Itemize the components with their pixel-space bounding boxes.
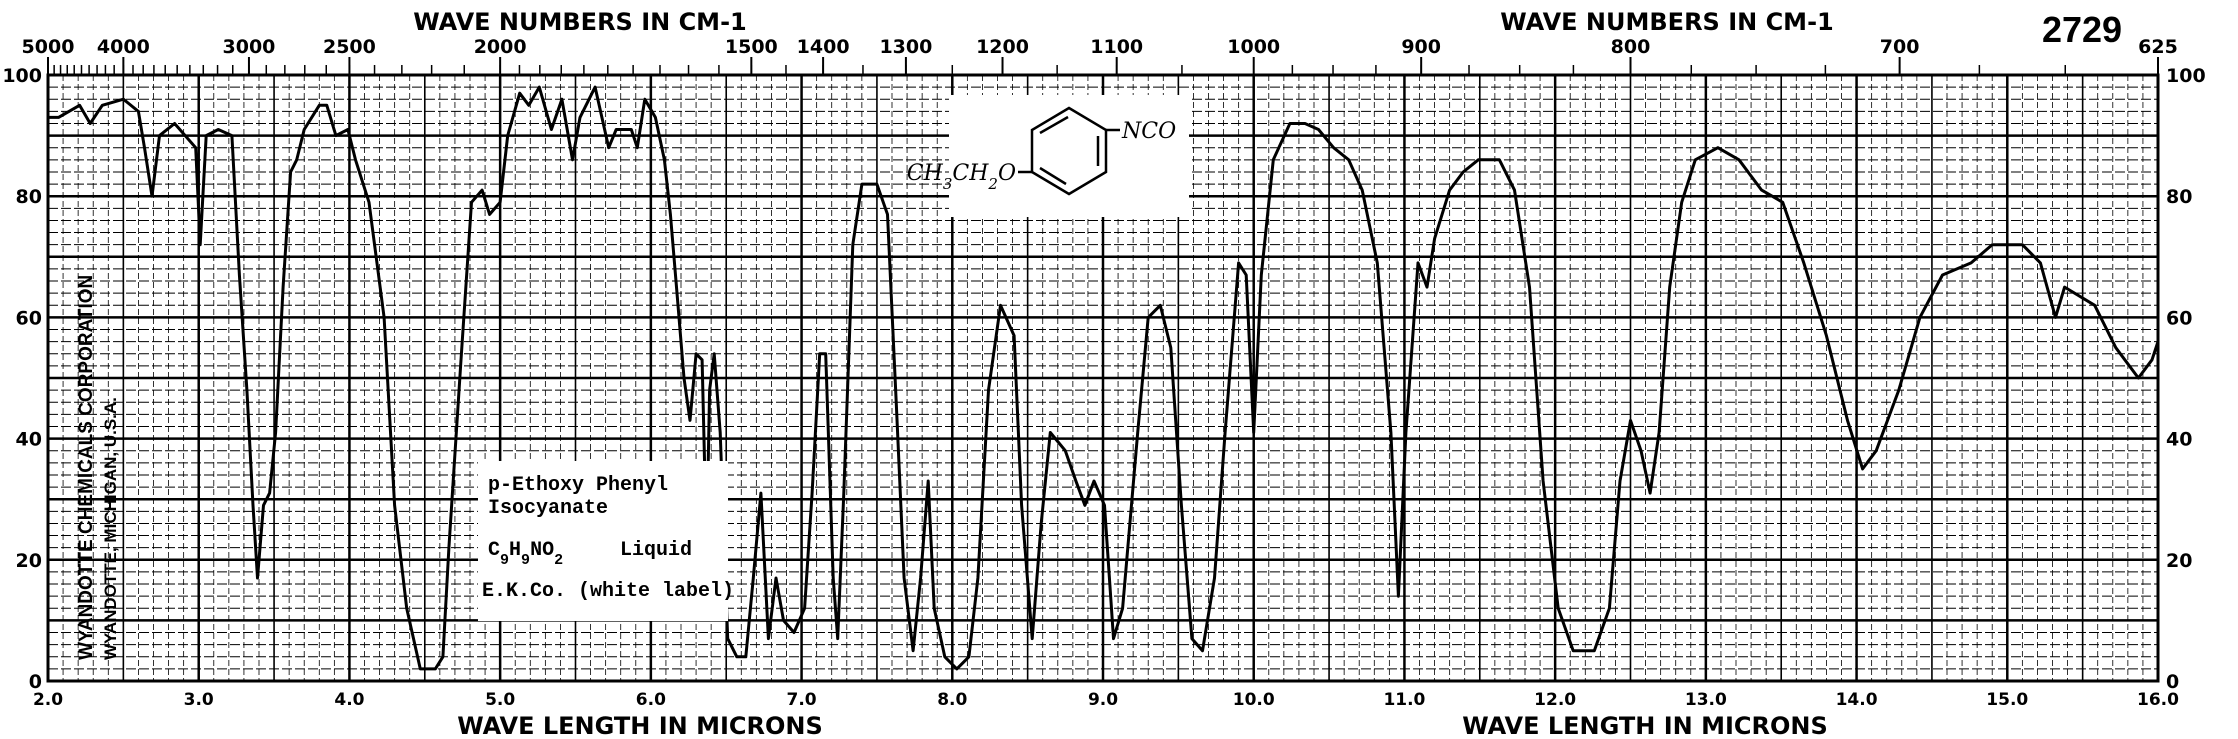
- top-tick-label: 1300: [879, 36, 932, 58]
- bottom-axis-label-left: WAVE LENGTH IN MICRONS: [457, 712, 823, 739]
- y-tick-label-right: 60: [2166, 307, 2192, 329]
- x-tick-label: 15.0: [1986, 690, 2028, 710]
- top-tick-label: 1000: [1227, 36, 1280, 58]
- chemical-structure: NCO CH3CH2O: [907, 95, 1189, 217]
- x-tick-label: 7.0: [787, 690, 817, 710]
- spectrum-line: [48, 85, 2160, 671]
- y-tick-label-left: 40: [16, 429, 42, 451]
- x-tick-label: 4.0: [334, 690, 364, 710]
- x-tick-label: 2.0: [33, 690, 63, 710]
- top-axis-label-right: WAVE NUMBERS IN CM-1: [1500, 8, 1833, 36]
- x-tick-label: 8.0: [937, 690, 967, 710]
- top-tick-label: 4000: [97, 36, 150, 58]
- sample-source: E.K.Co. (white label): [482, 580, 734, 603]
- x-tick-label: 9.0: [1088, 690, 1118, 710]
- y-tick-label-left: 100: [2, 65, 42, 87]
- catalog-number: 2729: [2042, 9, 2122, 50]
- x-tick-label: 12.0: [1534, 690, 1576, 710]
- y-tick-label-right: 40: [2166, 429, 2192, 451]
- substituent-nco: NCO: [1121, 119, 1176, 144]
- top-tick-label: 700: [1880, 36, 1920, 58]
- x-tick-label: 6.0: [636, 690, 666, 710]
- top-tick-label: 1100: [1090, 36, 1143, 58]
- grid: [46, 73, 2160, 683]
- top-tick-label: 800: [1611, 36, 1651, 58]
- x-tick-label: 10.0: [1233, 690, 1275, 710]
- top-tick-label: 625: [2138, 36, 2178, 58]
- top-tick-label: 1500: [725, 36, 778, 58]
- y-tick-label-left: 60: [16, 307, 42, 329]
- stamp-line-1: WYANDOTTE CHEMICALS CORPORATION: [76, 275, 97, 660]
- top-tick-label: 3000: [223, 36, 276, 58]
- axis-ticks: 2.0 3.0 4.0 5.0 6.0 7.0 8.0 9.0 10.0 11.0 12.0 13.0…: [2, 36, 2205, 710]
- top-tick-label: 5000: [22, 36, 75, 58]
- x-tick-label: 11.0: [1383, 690, 1425, 710]
- plot-frame: [46, 73, 2160, 683]
- sample-name-line-2: Isocyanate: [488, 497, 608, 520]
- x-tick-label: 5.0: [485, 690, 515, 710]
- y-tick-label-right: 100: [2166, 65, 2206, 87]
- top-tick-label: 1200: [976, 36, 1029, 58]
- y-tick-label-left: 0: [29, 671, 42, 693]
- x-tick-label: 3.0: [184, 690, 214, 710]
- top-tick-label: 900: [1401, 36, 1441, 58]
- top-tick-label: 2500: [323, 36, 376, 58]
- y-tick-label-right: 20: [2166, 550, 2192, 572]
- y-tick-label-right: 0: [2166, 671, 2179, 693]
- x-tick-label: 16.0: [2137, 690, 2179, 710]
- top-tick-label: 1400: [797, 36, 850, 58]
- y-tick-label-left: 20: [16, 550, 42, 572]
- sample-state: Liquid: [620, 539, 692, 562]
- y-tick-label-right: 80: [2166, 186, 2192, 208]
- sample-label-box: p-Ethoxy Phenyl Isocyanate C9H9NO2 Liqui…: [478, 461, 734, 621]
- top-tick-label: 2000: [474, 36, 527, 58]
- top-axis-label-left: WAVE NUMBERS IN CM-1: [413, 8, 746, 36]
- sample-name-line-1: p-Ethoxy Phenyl: [488, 474, 668, 497]
- stamp-line-2: WYANDOTTE, MICHIGAN, U.S.A.: [101, 397, 120, 660]
- x-tick-label: 13.0: [1685, 690, 1727, 710]
- stamp: WYANDOTTE CHEMICALS CORPORATION WYANDOTT…: [76, 275, 120, 660]
- bottom-axis-label-right: WAVE LENGTH IN MICRONS: [1462, 712, 1828, 739]
- y-tick-label-left: 80: [16, 186, 42, 208]
- x-tick-label: 14.0: [1836, 690, 1878, 710]
